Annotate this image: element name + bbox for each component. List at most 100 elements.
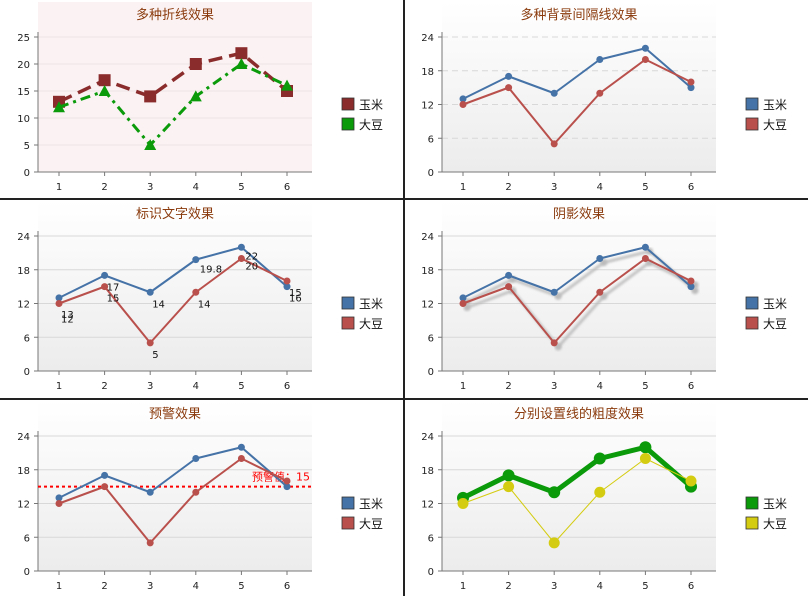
- data-point: [98, 74, 111, 87]
- data-label: 20: [245, 262, 258, 273]
- data-point: [283, 483, 291, 491]
- data-point: [55, 294, 63, 302]
- data-point: [98, 85, 111, 96]
- legend-swatch: [745, 316, 759, 330]
- data-point: [641, 44, 649, 52]
- data-point: [192, 455, 200, 462]
- y-tick-label: 18: [421, 466, 434, 477]
- y-tick-label: 0: [24, 567, 30, 578]
- legend-swatch: [745, 296, 759, 310]
- data-label: 17: [107, 282, 120, 293]
- data-point: [235, 47, 248, 60]
- data-point: [594, 486, 606, 498]
- x-tick-label: 6: [284, 381, 290, 392]
- data-point: [144, 90, 157, 103]
- data-point: [235, 58, 248, 69]
- data-point: [101, 283, 109, 291]
- legend-swatch: [745, 117, 759, 131]
- data-point: [548, 486, 561, 499]
- data-point: [101, 271, 109, 279]
- x-tick-label: 3: [551, 381, 557, 392]
- x-tick-label: 5: [238, 581, 244, 592]
- y-tick-label: 6: [428, 333, 434, 344]
- chart-title: 标识文字效果: [136, 207, 214, 222]
- data-point: [146, 539, 154, 547]
- y-tick-label: 24: [17, 432, 30, 443]
- series-line: [58, 246, 288, 299]
- legend-swatch: [341, 296, 355, 310]
- x-tick-label: 1: [56, 182, 62, 193]
- data-point: [283, 277, 291, 285]
- data-label: 14: [198, 299, 211, 310]
- data-point: [459, 294, 467, 302]
- y-tick-label: 12: [17, 500, 30, 511]
- x-tick-label: 3: [147, 581, 153, 592]
- data-point: [505, 72, 513, 80]
- series-line: [58, 62, 288, 147]
- plot-background: [38, 201, 312, 371]
- chart-title: 多种折线效果: [136, 7, 214, 23]
- y-tick-label: 12: [421, 300, 434, 311]
- data-label: 13: [61, 310, 74, 321]
- y-tick-label: 25: [17, 33, 30, 44]
- data-point: [237, 243, 245, 251]
- legend-label: 玉米: [763, 98, 787, 112]
- data-point: [550, 288, 558, 296]
- data-point: [237, 255, 245, 262]
- x-tick-label: 3: [147, 182, 153, 193]
- data-label: 15: [107, 294, 120, 305]
- data-point: [505, 283, 513, 291]
- legend-swatch: [341, 496, 355, 510]
- x-tick-label: 4: [193, 581, 199, 592]
- legend-label: 大豆: [763, 118, 787, 132]
- legend-swatch: [341, 316, 355, 330]
- plot-background: [442, 2, 716, 172]
- y-tick-label: 0: [428, 168, 434, 179]
- series-shadow: [466, 261, 696, 349]
- series-line: [58, 457, 288, 544]
- legend-label: 大豆: [359, 118, 383, 132]
- x-tick-label: 2: [505, 581, 511, 592]
- y-tick-label: 6: [428, 134, 434, 145]
- horizontal-divider-1: [0, 198, 808, 200]
- data-point: [596, 56, 604, 63]
- data-point: [192, 488, 200, 496]
- y-tick-label: 6: [24, 333, 30, 344]
- chart-panel-data-labels: 标识文字效果 0 6 12 18 24 1 2 3 4 5 6 13 17 14 19.8 22 16 12 15 5 1…: [2, 201, 402, 397]
- series-line: [58, 446, 288, 499]
- legend-label: 大豆: [359, 317, 383, 331]
- x-tick-label: 1: [460, 381, 466, 392]
- data-point: [192, 288, 200, 296]
- y-tick-label: 6: [24, 533, 30, 544]
- x-tick-label: 5: [642, 381, 648, 392]
- x-tick-label: 4: [597, 581, 603, 592]
- series-line: [462, 257, 692, 344]
- y-tick-label: 12: [17, 300, 30, 311]
- x-tick-label: 6: [284, 182, 290, 193]
- data-point: [101, 483, 109, 491]
- legend-label: 玉米: [359, 297, 383, 311]
- data-point: [687, 283, 695, 291]
- x-tick-label: 5: [238, 182, 244, 193]
- chart-panel-interval-background: 多种背景间隔线效果 0 6 12 18 24 1 2 3 4 5 6 玉米 大豆: [406, 2, 806, 198]
- y-tick-label: 6: [428, 533, 434, 544]
- x-tick-label: 5: [642, 581, 648, 592]
- vertical-divider: [403, 0, 405, 596]
- y-tick-label: 18: [17, 466, 30, 477]
- plot-background: [38, 2, 312, 172]
- legend-label: 玉米: [359, 98, 383, 112]
- chart-panel-multi-line: 多种折线效果 0 5 10 15 20 25 1 2 3 4 5 6 玉米 大豆: [2, 2, 402, 198]
- legend-swatch: [745, 97, 759, 111]
- y-tick-label: 15: [17, 87, 30, 98]
- data-point: [189, 58, 202, 70]
- data-point: [189, 90, 202, 102]
- x-tick-label: 2: [505, 182, 511, 193]
- y-tick-label: 24: [17, 232, 30, 243]
- series-line: [58, 51, 289, 104]
- series-line: [461, 444, 693, 501]
- data-point: [685, 475, 697, 487]
